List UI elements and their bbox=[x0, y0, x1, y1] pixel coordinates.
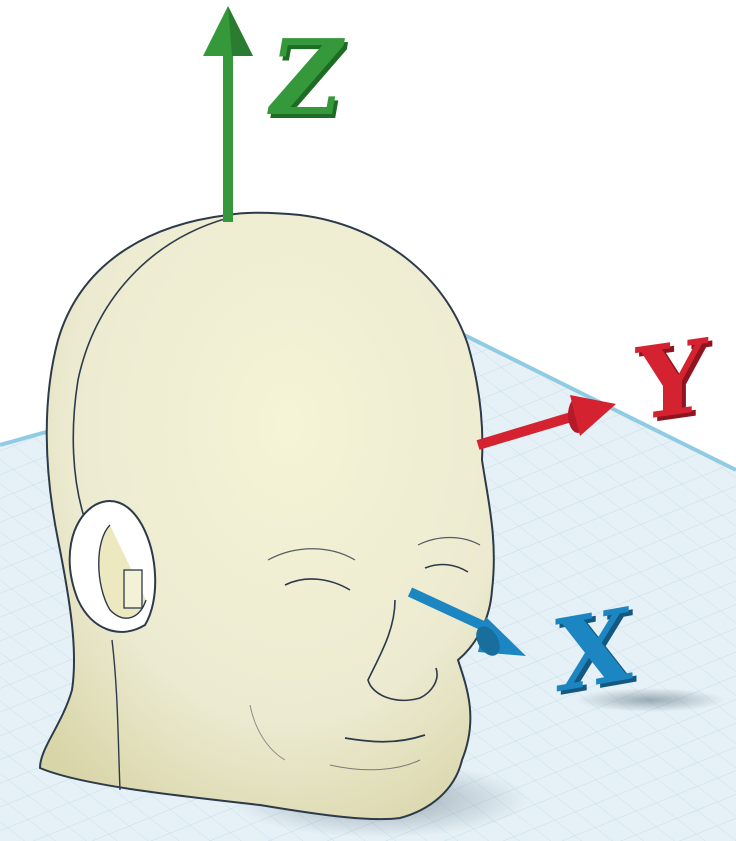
nose bbox=[367, 599, 438, 702]
y-axis-label: Y bbox=[636, 315, 708, 445]
chin-line bbox=[329, 759, 421, 771]
x-axis-arrow[interactable] bbox=[407, 587, 526, 660]
mouth bbox=[344, 734, 426, 743]
head-body[interactable] bbox=[38, 211, 495, 821]
left-brow bbox=[267, 548, 356, 561]
right-brow bbox=[417, 536, 481, 546]
neck-seam bbox=[111, 639, 121, 791]
x-label-shadow bbox=[575, 688, 725, 712]
cheek-line bbox=[249, 704, 286, 761]
x-axis-label: X bbox=[555, 584, 633, 716]
right-eye bbox=[424, 563, 469, 573]
ear-bracket bbox=[123, 569, 143, 609]
head-model[interactable] bbox=[38, 211, 495, 821]
left-eye bbox=[284, 578, 351, 591]
z-axis-arrow[interactable] bbox=[203, 6, 253, 222]
y-axis-arrow[interactable] bbox=[476, 395, 616, 450]
head-seam bbox=[72, 217, 229, 521]
